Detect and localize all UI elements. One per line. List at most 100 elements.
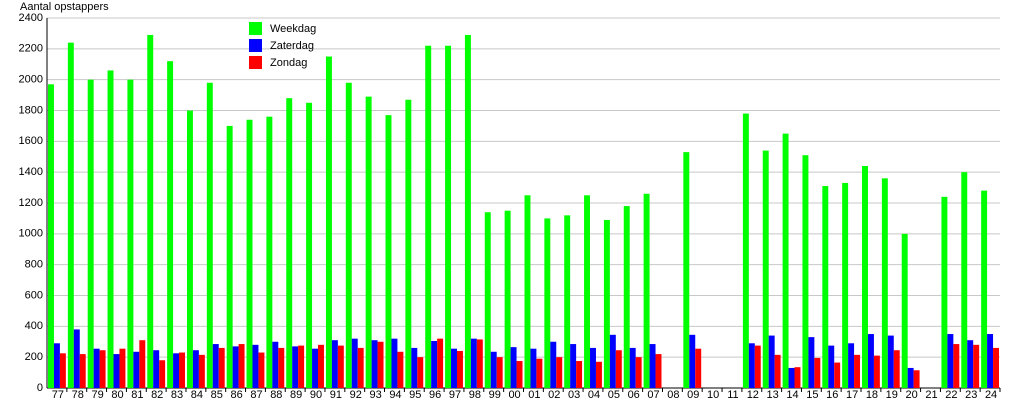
bar (782, 133, 789, 388)
bar (496, 357, 503, 388)
y-tick-label: 2400 (19, 12, 43, 24)
x-tick-label: 97 (449, 389, 461, 400)
x-tick-label: 13 (767, 389, 779, 400)
bar (226, 125, 233, 389)
bar (584, 195, 591, 388)
bar (385, 115, 392, 388)
bar (867, 334, 874, 388)
x-tick-label: 82 (151, 389, 163, 400)
x-tick-label: 90 (310, 389, 322, 400)
bar (510, 347, 517, 388)
x-tick-label: 24 (985, 389, 997, 400)
x-tick-label: 14 (786, 389, 798, 400)
bar (822, 186, 829, 388)
bar (484, 212, 491, 388)
y-tick-label: 1200 (19, 197, 43, 209)
bar (425, 45, 432, 388)
legend-label: Weekdag (270, 23, 316, 35)
bar (873, 355, 880, 388)
x-tick-label: 00 (508, 389, 520, 400)
bar (748, 343, 755, 388)
x-tick-label: 10 (707, 389, 719, 400)
bar (848, 343, 855, 388)
bar (981, 190, 988, 388)
y-tick-label: 800 (25, 259, 43, 271)
x-tick-label: 02 (548, 389, 560, 400)
bar (113, 354, 120, 388)
bar (953, 344, 960, 388)
bar (186, 110, 193, 388)
bar (544, 218, 551, 388)
legend-swatch (249, 56, 262, 69)
bar (218, 347, 225, 388)
x-tick-label: 83 (171, 389, 183, 400)
bar (893, 350, 900, 388)
x-tick-label: 11 (727, 389, 738, 400)
bar (153, 350, 160, 388)
x-tick-label: 20 (906, 389, 918, 400)
bar (246, 119, 253, 388)
bar (192, 350, 199, 388)
x-tick-label: 03 (568, 389, 580, 400)
bar (887, 335, 894, 388)
x-tick-label: 23 (965, 389, 977, 400)
bar (312, 348, 319, 388)
bar (405, 99, 412, 388)
x-tick-label: 84 (191, 389, 203, 400)
bar (862, 166, 868, 388)
x-tick-label: 05 (608, 389, 620, 400)
bar (331, 340, 338, 388)
x-tick-label: 86 (230, 389, 242, 400)
bar (53, 343, 60, 388)
bar (266, 116, 273, 389)
x-tick-label: 18 (866, 389, 878, 400)
y-tick-label: 600 (25, 289, 43, 301)
bar (127, 79, 134, 389)
y-tick-label: 0 (37, 382, 43, 394)
x-tick-label: 95 (409, 389, 421, 400)
bar (623, 206, 630, 388)
bar (595, 361, 602, 388)
bar (576, 361, 583, 388)
bar (79, 354, 86, 388)
bar (754, 345, 761, 388)
bar (252, 344, 259, 388)
bar (107, 70, 114, 389)
x-tick-label: 85 (211, 389, 223, 400)
y-tick-label: 1600 (19, 135, 43, 147)
y-tick-label: 2000 (19, 74, 43, 86)
x-tick-label: 81 (131, 389, 143, 400)
x-tick-label: 77 (52, 389, 64, 400)
bar (159, 360, 166, 388)
x-tick-label: 80 (111, 389, 123, 400)
bar (286, 98, 293, 389)
bar (325, 56, 332, 389)
x-tick-label: 04 (588, 389, 600, 400)
bar (762, 150, 769, 388)
bar (794, 367, 801, 388)
x-tick-label: 07 (647, 389, 659, 400)
bar (59, 353, 66, 388)
y-tick-label: 200 (25, 351, 43, 363)
bar (258, 352, 265, 388)
x-tick-label: 16 (826, 389, 838, 400)
x-tick-label: 92 (350, 389, 362, 400)
bar (464, 34, 471, 388)
bar (550, 341, 557, 388)
bar (206, 82, 213, 388)
bar (470, 338, 477, 388)
bar (609, 334, 616, 388)
bar (802, 155, 809, 388)
x-tick-label: 22 (945, 389, 957, 400)
bar (524, 195, 531, 388)
bar (635, 357, 642, 388)
x-tick-label: 78 (72, 389, 84, 400)
x-tick-label: 17 (846, 389, 858, 400)
bar (828, 345, 835, 388)
bar (590, 347, 596, 388)
bar (695, 348, 702, 388)
bar (570, 344, 577, 388)
bar (167, 61, 174, 389)
x-tick-label: 12 (747, 389, 759, 400)
